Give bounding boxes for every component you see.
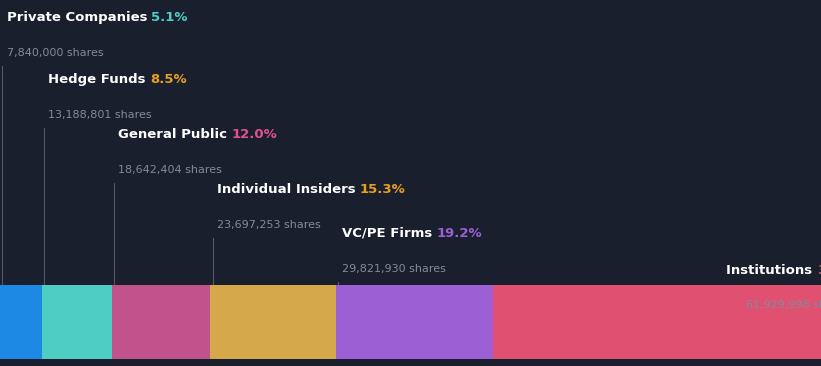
Text: 5.1%: 5.1%	[151, 11, 188, 24]
Text: 29,821,930 shares: 29,821,930 shares	[342, 264, 447, 273]
Text: 39.9%: 39.9%	[817, 264, 821, 277]
Text: Hedge Funds: Hedge Funds	[48, 73, 146, 86]
Bar	[210, 285, 336, 359]
Text: 19.2%: 19.2%	[437, 227, 482, 240]
Text: Private Companies: Private Companies	[7, 11, 147, 24]
Text: 7,840,000 shares: 7,840,000 shares	[7, 48, 103, 57]
Text: 15.3%: 15.3%	[360, 183, 406, 196]
Text: General Public: General Public	[118, 128, 227, 141]
Bar	[0, 285, 42, 359]
Bar	[112, 285, 210, 359]
Bar	[336, 285, 493, 359]
Bar	[42, 285, 112, 359]
Text: 18,642,404 shares: 18,642,404 shares	[118, 165, 222, 175]
Text: 12.0%: 12.0%	[232, 128, 277, 141]
Text: VC/PE Firms: VC/PE Firms	[342, 227, 433, 240]
Text: 8.5%: 8.5%	[150, 73, 186, 86]
Text: Individual Insiders: Individual Insiders	[217, 183, 355, 196]
Bar	[493, 285, 821, 359]
Text: 61,929,998 shares: 61,929,998 shares	[745, 300, 821, 310]
Text: Institutions: Institutions	[726, 264, 817, 277]
Text: 23,697,253 shares: 23,697,253 shares	[217, 220, 320, 229]
Text: 13,188,801 shares: 13,188,801 shares	[48, 110, 152, 120]
